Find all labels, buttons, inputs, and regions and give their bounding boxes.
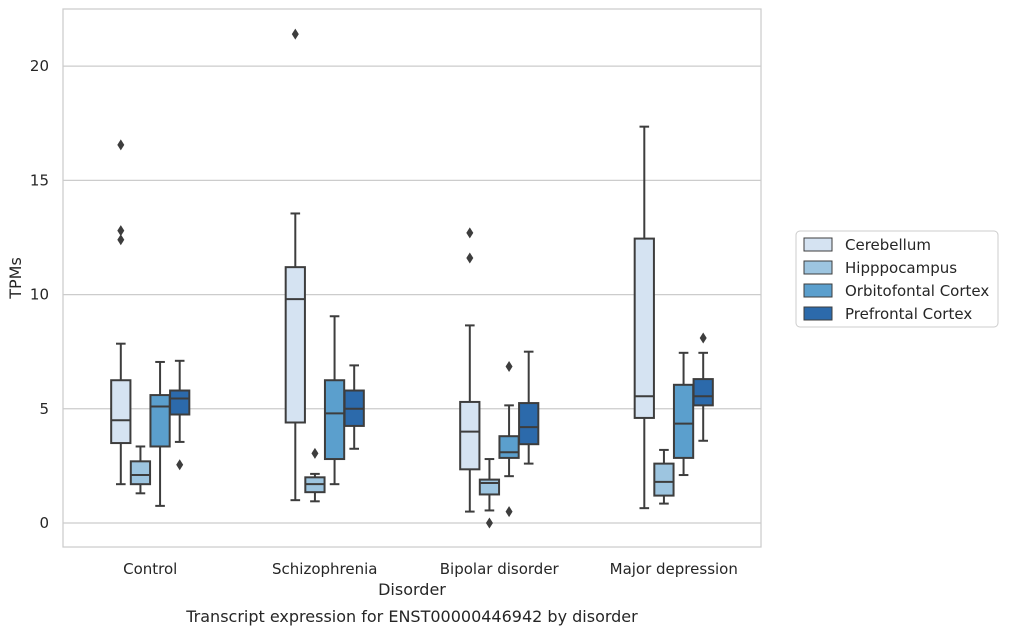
box-body <box>459 400 481 471</box>
outlier-point <box>505 361 513 373</box>
box-body <box>284 266 306 424</box>
box <box>653 448 675 505</box>
series-prefrontal-cortex <box>169 332 714 471</box>
outlier-point <box>117 234 125 246</box>
box-body <box>110 379 132 445</box>
x-axis-tick-labels: Control Schizophrenia Bipolar disorder Majo… <box>123 560 738 578</box>
box <box>284 28 306 502</box>
outlier-point <box>117 225 125 237</box>
legend-item: Orbitofontal Cortex <box>803 282 989 300</box>
y-axis-title: TPMs <box>6 257 25 300</box>
x-tick-label: Major depression <box>610 560 738 578</box>
box-body <box>323 379 346 461</box>
x-tick-label: Bipolar disorder <box>440 560 560 578</box>
box-body <box>518 402 540 446</box>
x-tick-label: Schizophrenia <box>272 560 377 578</box>
y-tick-label: 5 <box>39 400 49 418</box>
outlier-point <box>466 227 474 239</box>
legend-swatch <box>803 237 833 252</box>
box <box>478 458 501 529</box>
outlier-point <box>176 459 184 471</box>
box <box>633 125 655 510</box>
y-tick-label: 0 <box>39 514 49 532</box>
legend-label: Hipppocampus <box>845 259 957 277</box>
x-tick-label: Control <box>123 560 177 578</box>
box-body <box>498 435 520 459</box>
outlier-point <box>505 506 513 518</box>
outlier-point <box>311 447 319 459</box>
outlier-point <box>291 28 299 40</box>
box-body <box>149 394 171 448</box>
box <box>169 359 191 471</box>
x-axis-title: Disorder <box>378 580 446 599</box>
outlier-point <box>117 139 125 151</box>
box <box>692 332 714 442</box>
box <box>518 350 540 465</box>
legend-item: Prefrontal Cortex <box>803 305 972 323</box>
y-axis-tick-labels: 0 5 10 15 20 <box>30 57 49 532</box>
box-body <box>692 378 714 407</box>
series-cerebellum <box>110 28 655 513</box>
plot-area-frame <box>62 8 762 548</box>
legend: Cerebellum Hipppocampus Orbitofontal Corte… <box>795 230 999 328</box>
box <box>129 445 152 495</box>
box <box>498 361 520 518</box>
outlier-point <box>466 252 474 264</box>
box-body <box>129 460 152 486</box>
outlier-point <box>699 332 707 344</box>
legend-swatch <box>803 306 833 321</box>
box-series <box>110 28 714 529</box>
box <box>110 139 132 486</box>
y-tick-label: 20 <box>30 57 49 75</box>
box <box>343 364 365 450</box>
legend-swatch <box>803 260 833 275</box>
box-body <box>478 478 501 496</box>
box <box>323 315 346 486</box>
legend-swatch <box>803 283 833 298</box>
gridlines <box>63 65 761 524</box>
box-body <box>653 462 675 497</box>
chart-caption: Transcript expression for ENST0000044694… <box>185 607 638 626</box>
box-body <box>672 383 695 459</box>
box <box>304 447 326 503</box>
legend-frame <box>795 230 999 328</box>
box-body <box>169 389 191 416</box>
box <box>672 351 695 477</box>
legend-item: Cerebellum <box>803 236 931 254</box>
legend-label: Orbitofontal Cortex <box>845 282 989 300</box>
legend-item: Hipppocampus <box>803 259 957 277</box>
y-tick-label: 10 <box>30 286 49 304</box>
box <box>459 227 481 513</box>
legend-label: Prefrontal Cortex <box>845 305 972 323</box>
series-hipppocampus <box>129 445 675 529</box>
box <box>149 360 171 507</box>
y-tick-label: 15 <box>30 171 49 189</box>
outlier-point <box>485 517 493 529</box>
legend-label: Cerebellum <box>845 236 931 254</box>
box-body <box>633 237 655 419</box>
series-orbitofontal-cortex <box>149 315 695 518</box>
